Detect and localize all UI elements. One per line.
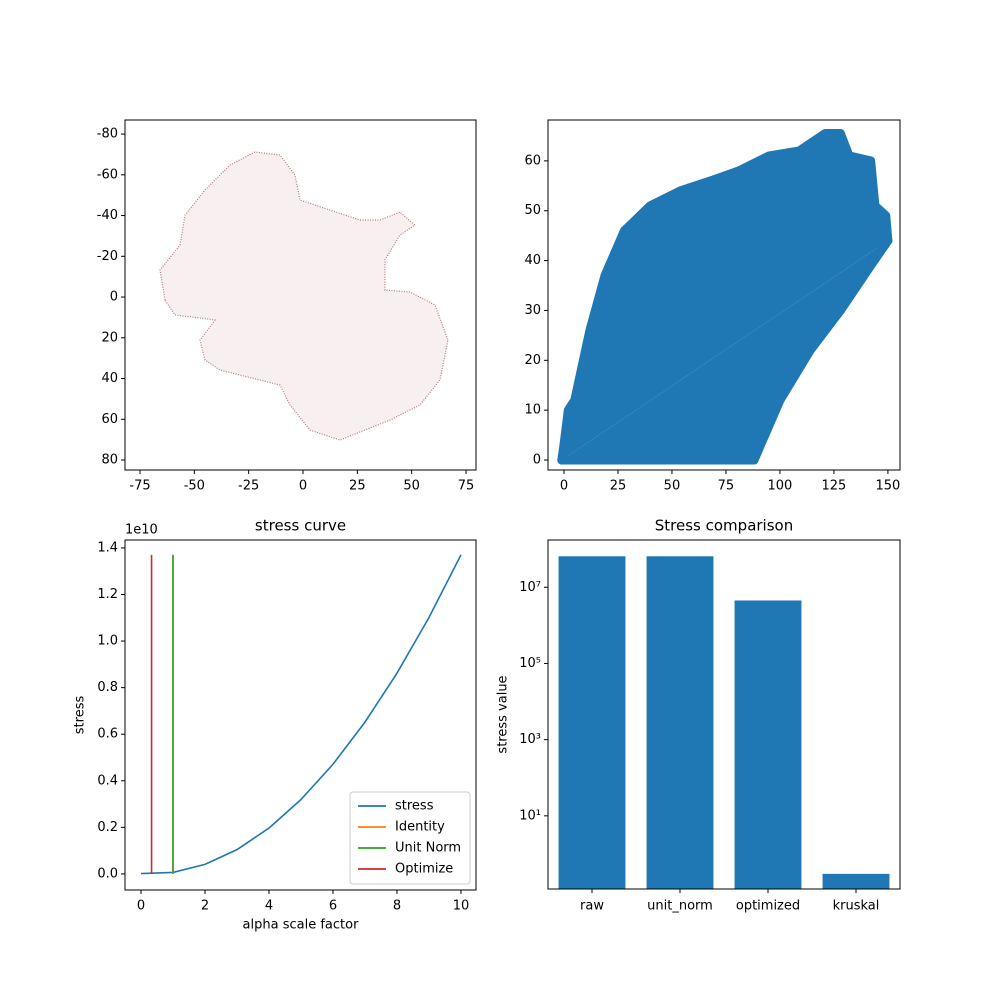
y-tick-label: -60 [97,167,118,182]
x-tick-label: 0 [560,479,568,494]
y-axis-label: stress [73,696,88,735]
y-tick-label: 0.2 [97,820,118,835]
axes-frame [124,539,477,891]
y-tick-label: 10⁵ [519,656,541,671]
x-tick-label: raw [580,899,604,914]
legend-label: Unit Norm [395,841,461,856]
x-tick-label: 8 [393,899,401,914]
x-tick-label: -50 [184,479,205,494]
x-axis-label: alpha scale factor [243,918,360,933]
y-tick-label: 1.2 [97,587,118,602]
x-tick-label: 50 [664,479,681,494]
y-tick-label: 10³ [519,732,541,747]
y-tick-label: 0.6 [97,727,118,742]
x-tick-label: 10 [453,899,470,914]
y-tick-label: 20 [524,353,541,368]
y-tick-label: 80 [101,453,118,468]
x-tick-label: 25 [349,479,366,494]
y-tick-label: 50 [524,203,541,218]
scatter-region [557,128,893,465]
y-tick-label: 1.0 [97,634,118,649]
bar [558,556,626,889]
y-tick-label: 60 [101,412,118,427]
x-tick-label: 4 [265,899,273,914]
x-tick-label: 0 [299,479,307,494]
legend-label: Identity [395,820,445,835]
y-tick-label: 0 [110,290,118,305]
x-tick-label: 25 [610,479,627,494]
bar [822,873,890,889]
x-tick-label: -75 [129,479,150,494]
x-tick-label: 6 [329,899,337,914]
legend-label: stress [395,799,434,814]
y-tick-label: 0.0 [97,866,118,881]
x-tick-label: 2 [201,899,209,914]
y-tick-label: 10 [524,403,541,418]
axes-frame [547,119,901,471]
y-axis-label: stress value [496,675,511,753]
axes-frame [547,539,901,890]
bar [734,600,802,889]
y-tick-label: 10¹ [519,808,541,823]
y-tick-label: 10⁷ [519,580,541,595]
y-tick-label: 1.4 [97,540,118,555]
y-tick-label: 60 [524,153,541,168]
x-tick-label: -25 [238,479,259,494]
legend-box [349,791,471,885]
x-tick-label: 125 [822,479,847,494]
x-tick-label: 50 [403,479,420,494]
x-tick-label: 100 [768,479,793,494]
axes-frame [124,119,477,471]
bar [646,556,714,889]
y-tick-label: -80 [97,127,118,142]
x-tick-label: 75 [458,479,475,494]
line [140,554,462,875]
y-tick-label: -20 [97,249,118,264]
y-tick-label: 0 [533,453,541,468]
chart-title: Stress comparison [655,517,793,535]
y-tick-label: 0.4 [97,773,118,788]
y-tick-label: 30 [524,303,541,318]
x-tick-label: 0 [137,899,145,914]
legend-label: Optimize [395,862,453,877]
y-tick-label: 0.8 [97,680,118,695]
x-tick-label: 150 [875,479,900,494]
y-tick-label: 40 [101,371,118,386]
y-tick-label: 40 [524,253,541,268]
x-tick-label: 75 [718,479,735,494]
x-tick-label: kruskal [833,899,880,914]
y-tick-label: 20 [101,330,118,345]
y-tick-label: -40 [97,208,118,223]
offset-text: 1e10 [125,523,158,538]
x-tick-label: unit_norm [647,899,713,914]
chart-title: stress curve [255,517,346,535]
scatter-region [557,236,893,465]
x-tick-label: optimized [736,899,800,914]
mesh-outline [159,151,449,441]
